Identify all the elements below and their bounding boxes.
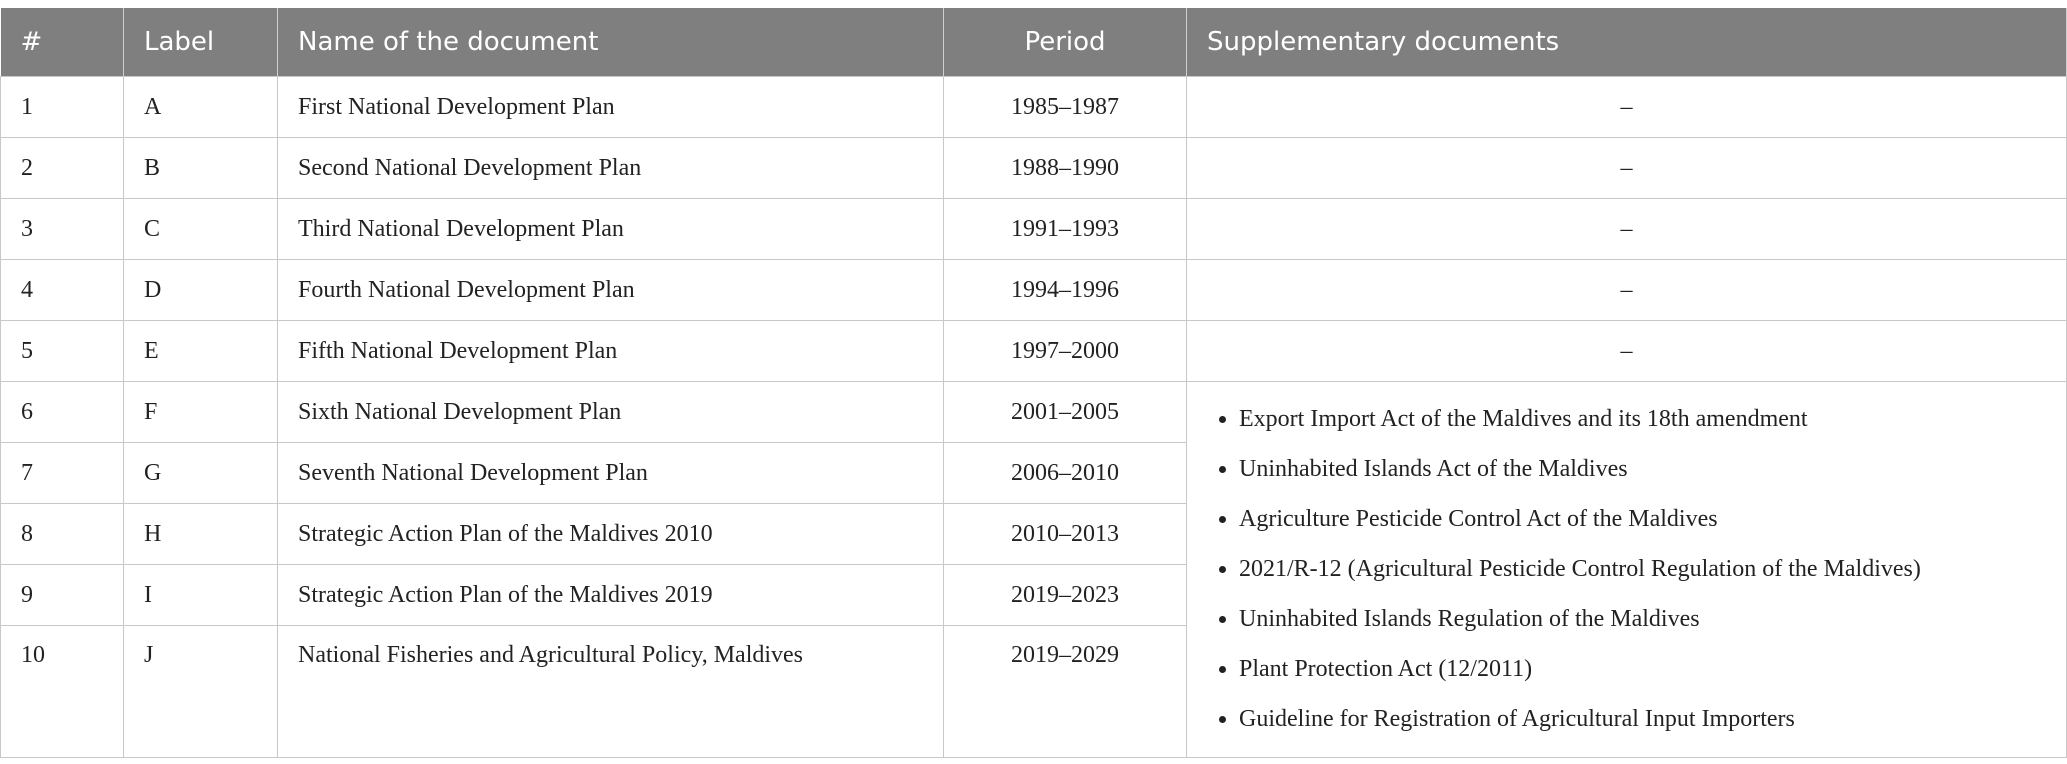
cell: 1985–1987	[943, 76, 1187, 138]
header-row: # Label Name of the document Period Suppleme…	[0, 8, 2067, 77]
cell: Seventh National Development Plan	[277, 442, 944, 504]
table-body: 1 A First National Development Plan 1985–19…	[0, 76, 2067, 758]
cell: 2019–2023	[943, 564, 1187, 626]
cell: 6	[0, 381, 124, 443]
table-row: 2 B Second National Development Plan 1988–1…	[0, 137, 2067, 199]
cell: –	[1186, 198, 2067, 260]
cell: J	[123, 625, 278, 758]
table-row: 6 F Sixth National Development Plan 2001–20…	[0, 381, 2067, 758]
cell: –	[1186, 320, 2067, 382]
cell: C	[123, 198, 278, 260]
table-row: 3 C Third National Development Plan 1991–19…	[0, 198, 2067, 260]
cell: Strategic Action Plan of the Maldives 20…	[277, 503, 944, 565]
table-row: 7 G Seventh National Development Plan 2006–…	[0, 442, 2067, 504]
cell: H	[123, 503, 278, 565]
cell: 10	[0, 625, 124, 758]
cell: Fifth National Development Plan	[277, 320, 944, 382]
cell: National Fisheries and Agricultural Poli…	[277, 625, 944, 758]
cell: 4	[0, 259, 124, 321]
cell: G	[123, 442, 278, 504]
cell: 1994–1996	[943, 259, 1187, 321]
cell: A	[123, 76, 278, 138]
supplementary-item: Plant Protection Act (12/2011)	[1239, 644, 2066, 694]
cell: 1997–2000	[943, 320, 1187, 382]
supplementary-item: Guideline for Registration of Agricultur…	[1239, 694, 2066, 744]
cell: 1991–1993	[943, 198, 1187, 260]
column-header: #	[0, 8, 124, 77]
cell: Fourth National Development Plan	[277, 259, 944, 321]
cell: 9	[0, 564, 124, 626]
cell: 7	[0, 442, 124, 504]
cell: Second National Development Plan	[277, 137, 944, 199]
cell: E	[123, 320, 278, 382]
cell: I	[123, 564, 278, 626]
cell: 2010–2013	[943, 503, 1187, 565]
supplementary-list: Export Import Act of the Maldives and it…	[1207, 394, 2066, 744]
supplementary-item: Uninhabited Islands Regulation of the Ma…	[1239, 594, 2066, 644]
column-header: Period	[943, 8, 1187, 77]
cell: –	[1186, 259, 2067, 321]
table-row: 4 D Fourth National Development Plan 1994–1…	[0, 259, 2067, 321]
cell: Sixth National Development Plan	[277, 381, 944, 443]
cell: First National Development Plan	[277, 76, 944, 138]
supplementary-item: Export Import Act of the Maldives and it…	[1239, 394, 2066, 444]
supplementary-item: Agriculture Pesticide Control Act of the…	[1239, 494, 2066, 544]
cell: D	[123, 259, 278, 321]
cell: 5	[0, 320, 124, 382]
cell: 1	[0, 76, 124, 138]
supplementary-item: 2021/R-12 (Agricultural Pesticide Contro…	[1239, 544, 2066, 594]
table-row: 10 J National Fisheries and Agricultural P…	[0, 625, 2067, 758]
table-row: 1 A First National Development Plan 1985–19…	[0, 76, 2067, 138]
column-header: Supplementary documents	[1186, 8, 2067, 77]
supplementary-cell: Export Import Act of the Maldives and it…	[1186, 381, 2067, 758]
cell: –	[1186, 137, 2067, 199]
cell: 2001–2005	[943, 381, 1187, 443]
table-row: 8 H Strategic Action Plan of the Maldives …	[0, 503, 2067, 565]
cell: Third National Development Plan	[277, 198, 944, 260]
cell: 8	[0, 503, 124, 565]
cell: 2006–2010	[943, 442, 1187, 504]
cell: F	[123, 381, 278, 443]
column-header: Name of the document	[277, 8, 944, 77]
cell: 2019–2029	[943, 625, 1187, 758]
supplementary-item: Uninhabited Islands Act of the Maldives	[1239, 444, 2066, 494]
cell: Strategic Action Plan of the Maldives 20…	[277, 564, 944, 626]
cell: 2	[0, 137, 124, 199]
cell: –	[1186, 76, 2067, 138]
table-wrap: # Label Name of the document Period Suppleme…	[0, 8, 2067, 758]
table: # Label Name of the document Period Suppleme…	[0, 8, 2067, 758]
cell: 1988–1990	[943, 137, 1187, 199]
cell: 3	[0, 198, 124, 260]
table-row: 5 E Fifth National Development Plan 1997–20…	[0, 320, 2067, 382]
cell: B	[123, 137, 278, 199]
column-header: Label	[123, 8, 278, 77]
